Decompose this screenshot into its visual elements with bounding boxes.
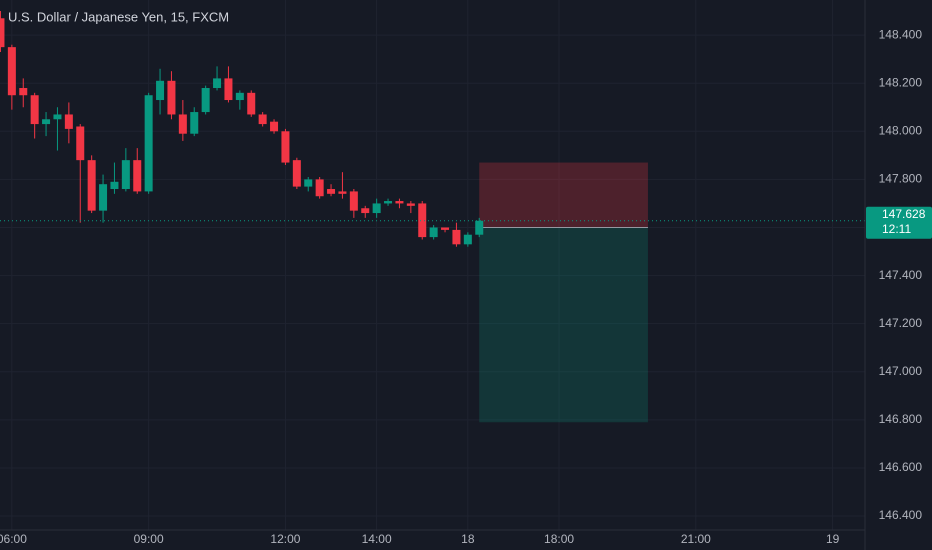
candle-body (201, 88, 210, 113)
candle-body (475, 220, 484, 235)
y-tick-label: 148.000 (879, 123, 923, 137)
candle-body (99, 184, 108, 211)
y-tick-label: 148.200 (879, 75, 923, 89)
stop-zone (479, 162, 648, 228)
y-tick-label: 146.400 (879, 508, 923, 522)
candle-body (0, 18, 5, 48)
candle-body (144, 95, 153, 192)
candle-body (178, 114, 187, 134)
plot-area (0, 11, 865, 423)
candle-body (281, 131, 290, 163)
candle-body (406, 203, 415, 206)
x-tick-label: 14:00 (362, 532, 392, 546)
candle-body (395, 201, 404, 204)
x-tick-label: 18 (461, 532, 475, 546)
candle-body (167, 80, 176, 115)
candle-body (42, 119, 51, 125)
last-price-badge (866, 206, 932, 239)
candle-body (258, 114, 267, 125)
y-tick-label: 147.400 (879, 268, 923, 282)
candle-body (190, 112, 199, 134)
candle-body (452, 229, 461, 245)
candle-body (19, 88, 28, 96)
candle-body (270, 121, 279, 132)
candle-body (7, 47, 16, 96)
x-tick-label: 18:00 (544, 532, 574, 546)
candle-body (213, 78, 222, 89)
grid (0, 0, 865, 530)
candle-body (361, 208, 370, 214)
target-zone (479, 227, 648, 423)
y-tick-label: 146.600 (879, 460, 923, 474)
candle-body (372, 203, 381, 214)
candle-body (349, 191, 358, 211)
candle-body (384, 201, 393, 204)
candle-body (441, 227, 450, 230)
x-tick-label: 06:00 (0, 532, 27, 546)
candle-body (30, 95, 39, 125)
candle-body (53, 114, 62, 120)
last-price-label: 147.628 (882, 207, 926, 221)
candle-body (87, 160, 96, 211)
x-tick-label: 09:00 (134, 532, 164, 546)
x-tick-label: 12:00 (270, 532, 300, 546)
x-tick-label: 19 (826, 532, 840, 546)
y-tick-label: 146.800 (879, 412, 923, 426)
y-tick-label: 148.400 (879, 27, 923, 41)
candle-body (110, 181, 119, 190)
countdown-label: 12:11 (882, 222, 911, 236)
candle-body (463, 234, 472, 245)
candle-body (418, 203, 427, 238)
y-tick-label: 147.800 (879, 172, 923, 186)
candle-body (429, 227, 438, 238)
candle-body (338, 191, 347, 194)
candle-body (292, 160, 301, 187)
candle-body (156, 80, 165, 101)
candle-body (247, 92, 256, 115)
candle-body (327, 189, 336, 194)
candle-body (235, 92, 244, 101)
candle-body (133, 160, 142, 192)
chart-title: U.S. Dollar / Japanese Yen, 15, FXCM (8, 9, 229, 24)
candle-body (76, 126, 85, 161)
candle-body (64, 114, 73, 129)
candle-body (224, 78, 233, 101)
y-tick-label: 147.200 (879, 316, 923, 330)
y-tick-label: 147.000 (879, 364, 923, 378)
candle-body (315, 179, 324, 197)
x-tick-label: 21:00 (681, 532, 711, 546)
axes: 146.400 146.600 146.800 147.000 147.200 147.4… (0, 27, 932, 546)
candle-body (304, 179, 313, 187)
candle-body (121, 160, 130, 190)
